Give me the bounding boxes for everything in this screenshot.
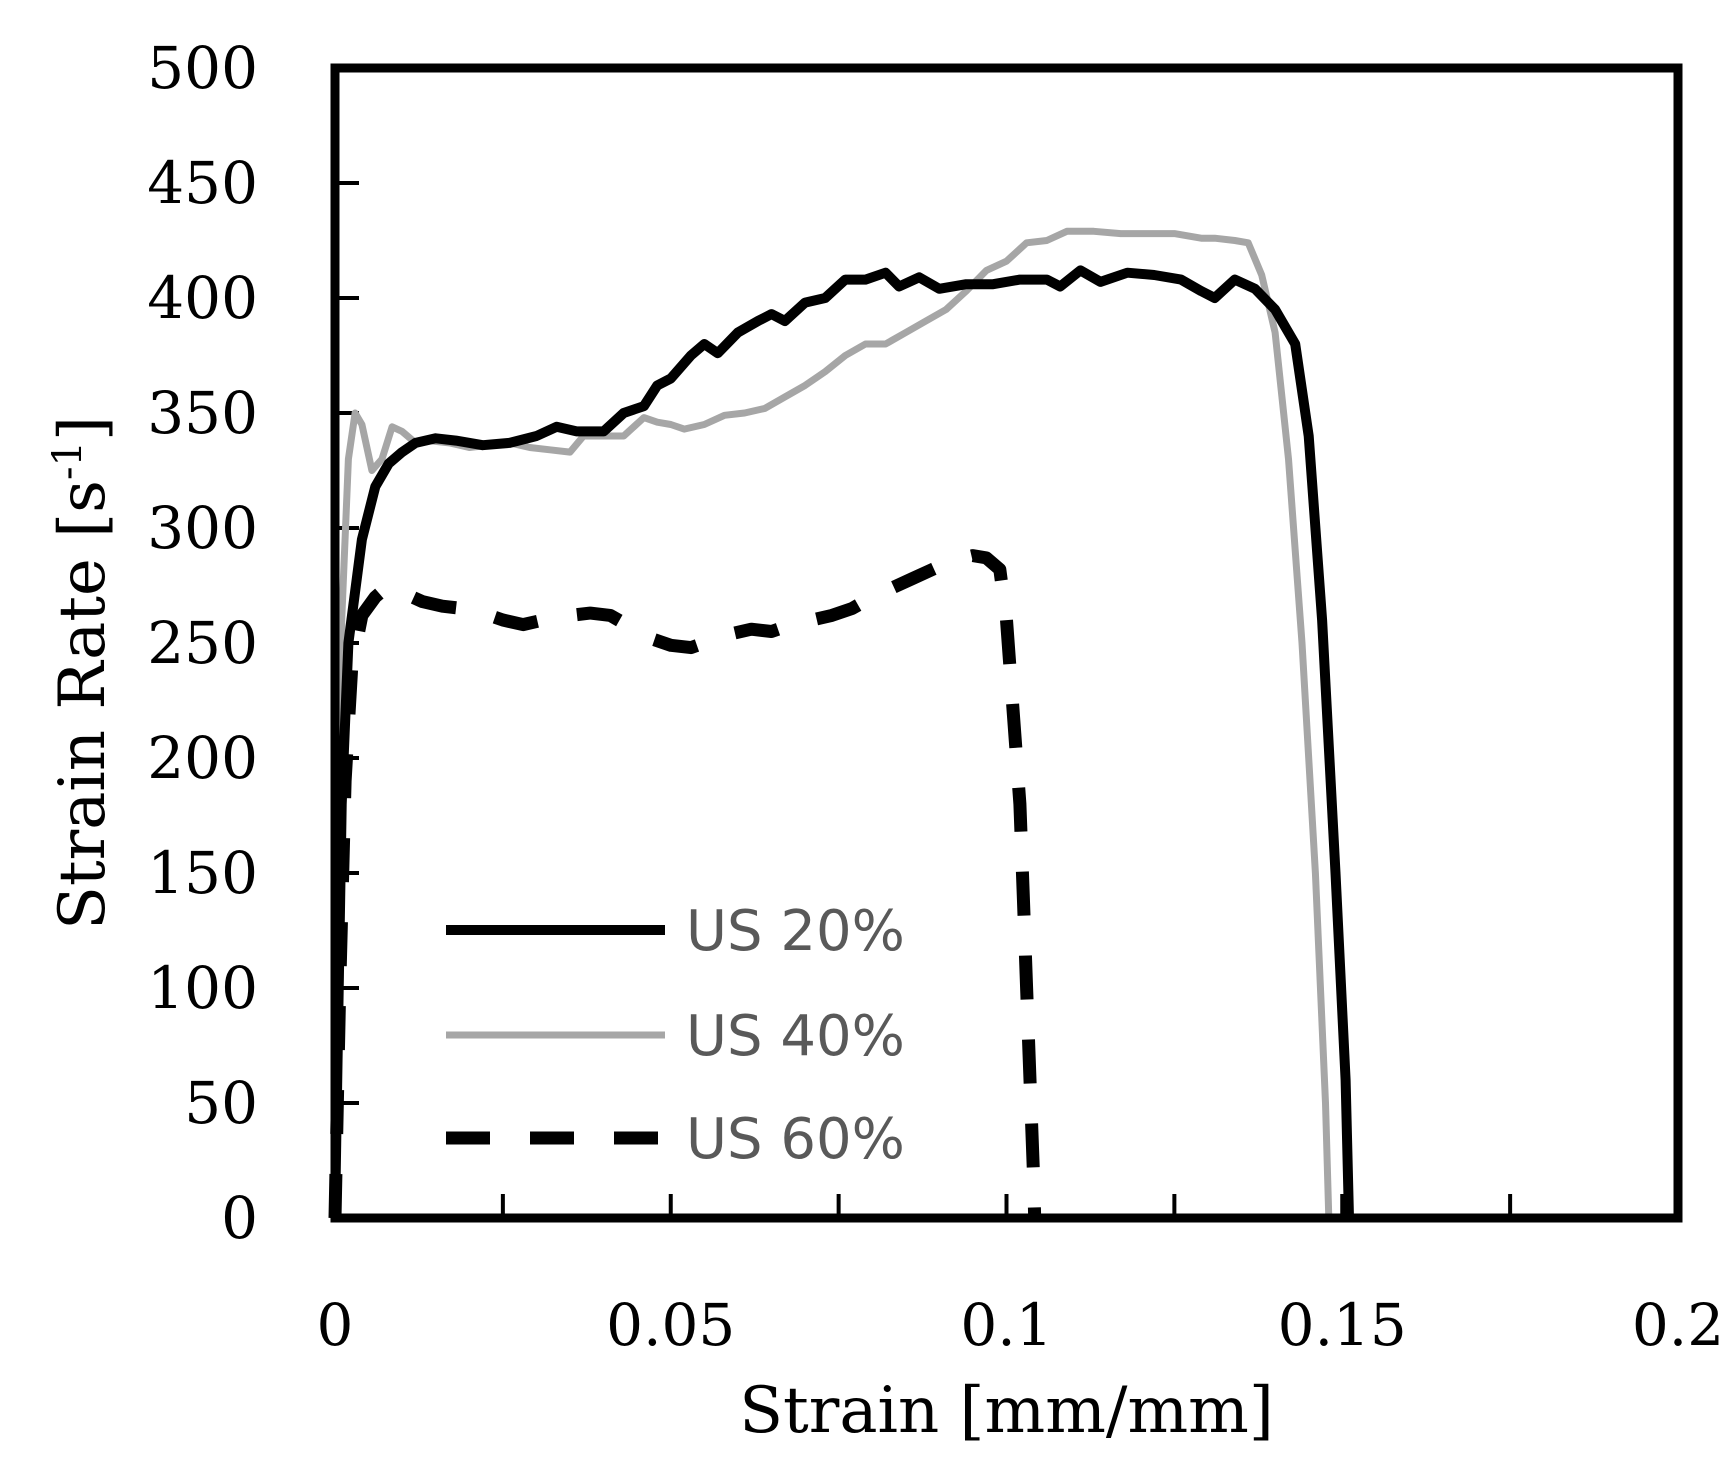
series-lines (328, 227, 1354, 1219)
y-tick-label: 150 (147, 839, 258, 907)
x-tick-label: 0.15 (1278, 1291, 1407, 1359)
x-tick-label: 0.1 (960, 1291, 1052, 1359)
y-tick-label: 200 (147, 724, 258, 792)
plot-area-frame (330, 63, 1683, 1223)
legend-label: US 20% (686, 899, 905, 964)
y-tick-label: 400 (147, 264, 258, 332)
y-tick-label: 450 (147, 149, 258, 217)
series-line-1 (330, 265, 1354, 1219)
x-tick-label: 0 (317, 1291, 354, 1359)
x-axis-ticks: 0 0.05 0.1 0.15 0.2 (317, 1194, 1724, 1359)
y-axis-ticks: 0 50 100 150 200 250 300 350 400 450 500 (147, 34, 359, 1252)
y-tick-label: 50 (184, 1069, 258, 1137)
y-tick-label: 0 (221, 1184, 258, 1252)
legend: US 20% US 40% US 60% (446, 899, 905, 1172)
y-axis-title-sup: -1 (45, 441, 91, 480)
y-tick-label: 100 (147, 954, 258, 1022)
legend-label: US 40% (686, 1004, 905, 1069)
x-axis-title: Strain [mm/mm] (739, 1374, 1274, 1448)
y-tick-label: 250 (147, 609, 258, 677)
y-axis-title: Strain Rate [s-1] (45, 416, 120, 930)
legend-label: US 60% (686, 1107, 905, 1172)
y-tick-label: 300 (147, 494, 258, 562)
y-axis-title-close: ] (46, 416, 120, 441)
x-tick-label: 0.2 (1632, 1291, 1724, 1359)
y-tick-label: 500 (147, 34, 258, 102)
series-line-2 (331, 227, 1333, 1219)
series-line-3 (328, 549, 1042, 1219)
y-tick-label: 350 (147, 379, 258, 447)
x-tick-label: 0.05 (606, 1291, 735, 1359)
y-axis-title-base: Strain Rate [s (46, 480, 120, 930)
